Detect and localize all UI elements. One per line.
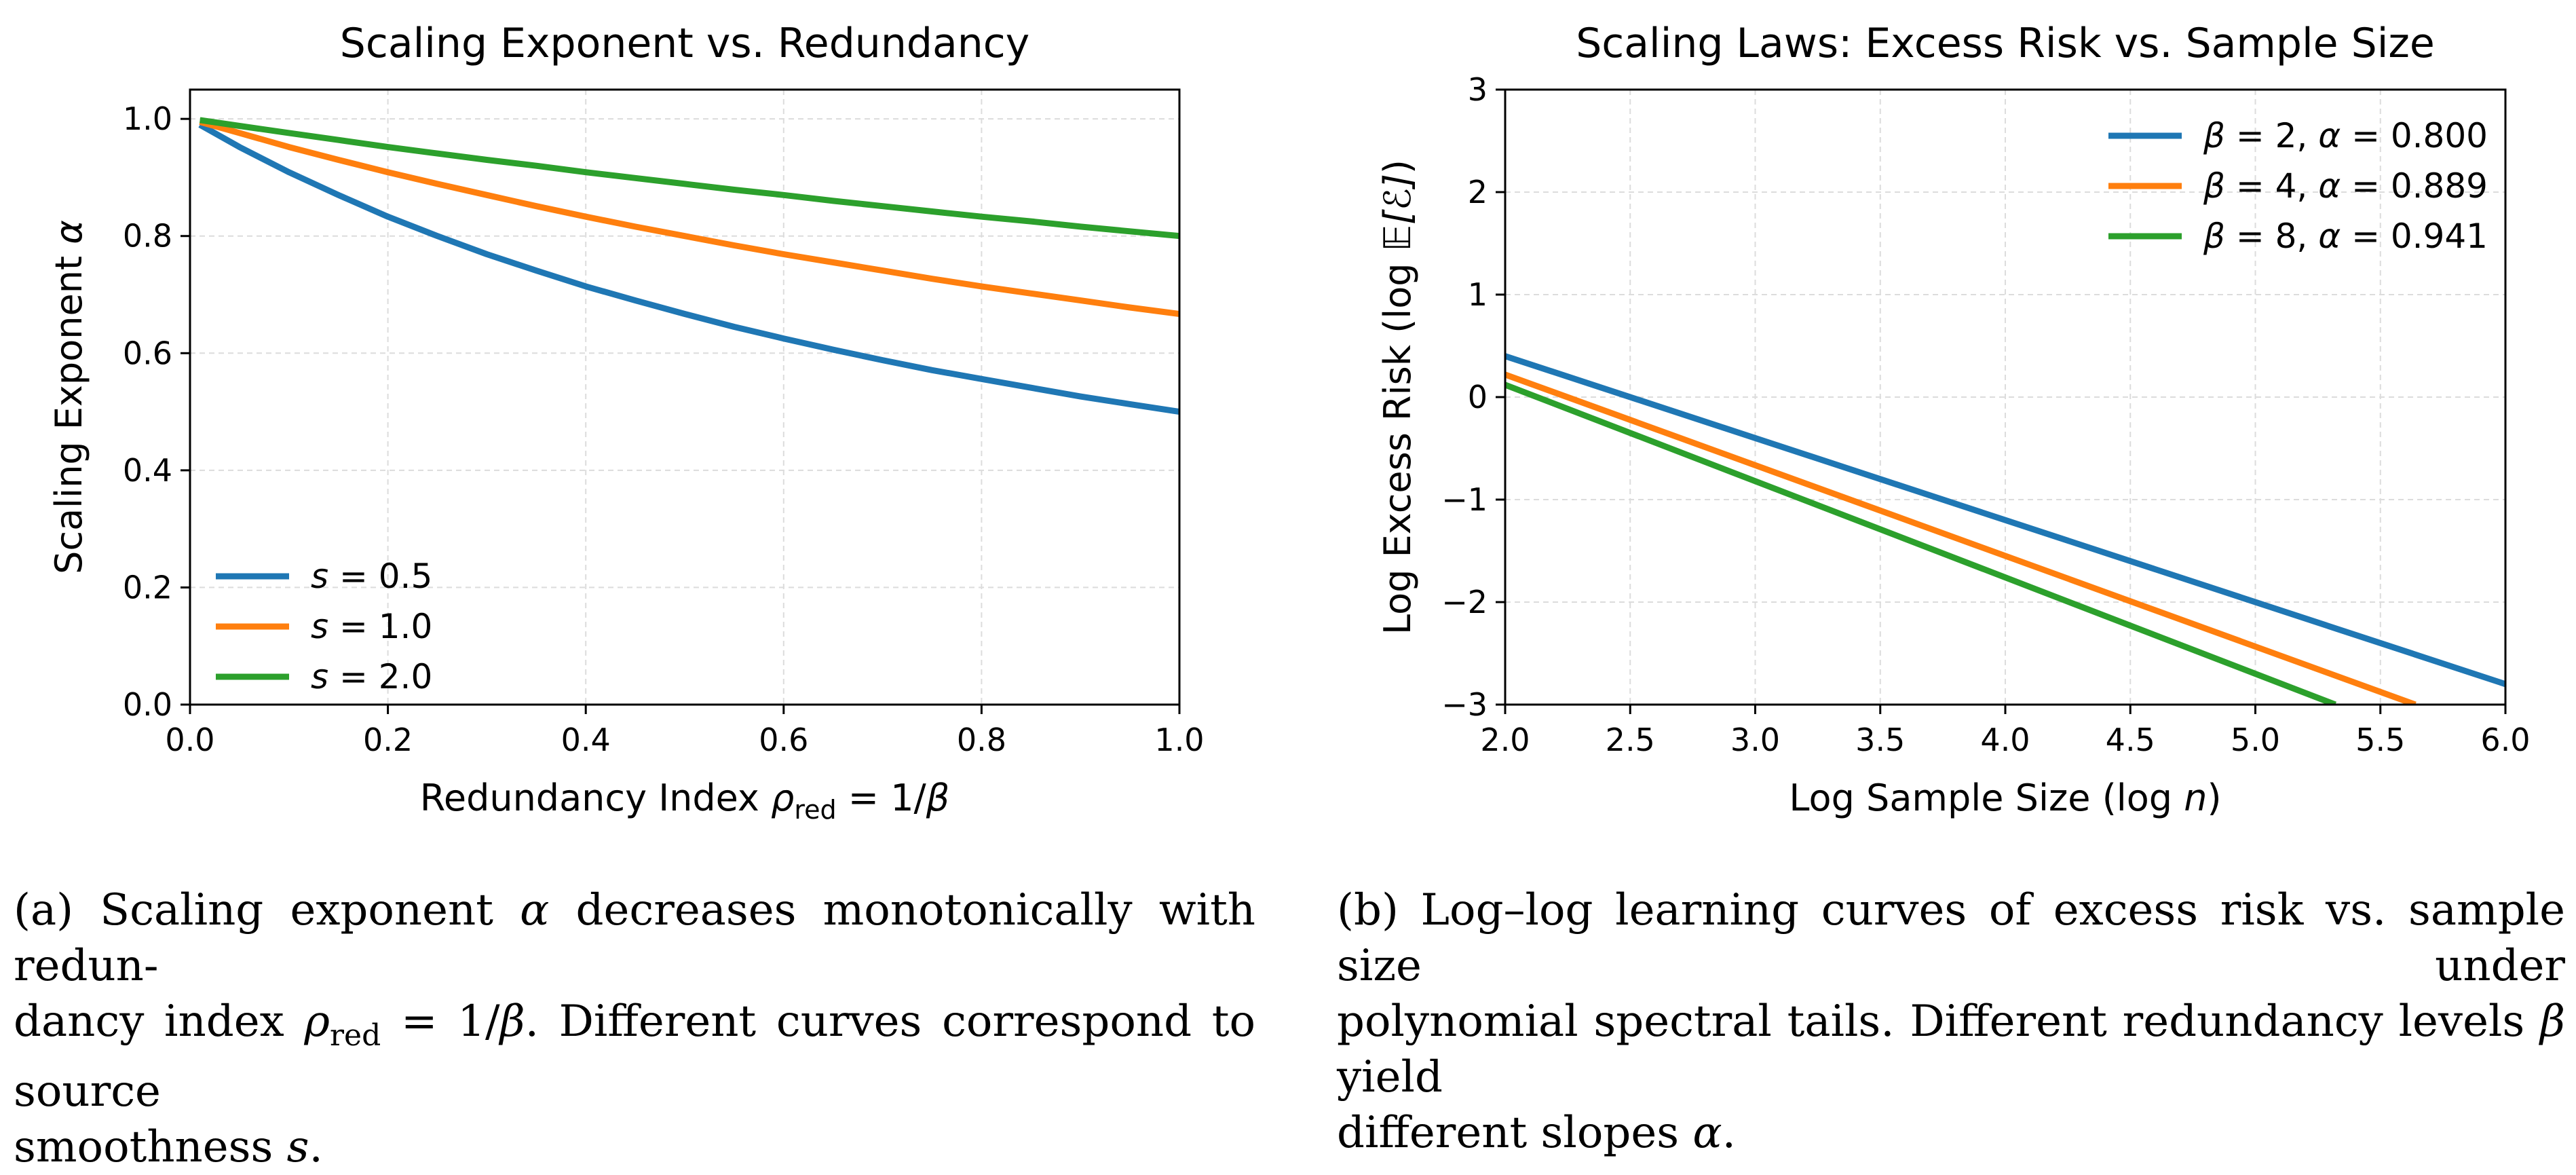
x-tick-label: 6.0	[2480, 722, 2530, 758]
x-axis-label: Redundancy Index ρred = 1/β	[420, 777, 949, 825]
chart-b: 2.0 2.5 3.0 3.5 4.0 4.5 5.0 5.5 6.0 −3 −2 −1 0 1 2 3 Sca…	[1376, 20, 2531, 819]
x-axis-label: Log Sample Size (log n)	[1789, 777, 2221, 819]
x-tick-label: 0.6	[759, 722, 808, 758]
legend-label-1: β = 2, α = 0.800	[2203, 116, 2488, 155]
y-tick-label: 3	[1468, 71, 1488, 108]
series-line-2	[1505, 371, 2417, 705]
series-line-3	[199, 117, 1179, 240]
series-line-2	[199, 119, 1179, 317]
legend-a: s = 0.5 s = 1.0 s = 2.0	[216, 557, 432, 696]
x-tick-label: 2.5	[1606, 722, 1655, 758]
x-tick-label: 0.2	[363, 722, 413, 758]
y-tick-label: 0.0	[123, 686, 172, 723]
legend-label-3: s = 2.0	[311, 657, 432, 696]
figure: 0.0 0.2 0.4 0.6 0.8 1.0 0.0 0.2 0.4 0.6 0.8 1.0 Scal…	[48, 20, 2531, 825]
y-tick-label: −1	[1441, 481, 1488, 518]
chart-title: Scaling Laws: Excess Risk vs. Sample Siz…	[1576, 20, 2435, 67]
x-tick-label: 4.5	[2106, 722, 2155, 758]
caption-a-line-1: (a) Scaling exponent α decreases monoton…	[14, 885, 1255, 991]
x-tick-label: 4.0	[1980, 722, 2030, 758]
x-tick-label: 0.8	[957, 722, 1006, 758]
series-line-3	[1505, 381, 2337, 705]
y-tick-label: −2	[1441, 584, 1488, 620]
caption-a-line-3: smoothness s.	[14, 1122, 323, 1172]
x-tick-label: 2.0	[1480, 722, 1530, 758]
series-group-b	[1505, 353, 2505, 705]
y-tick-label: 1	[1468, 276, 1488, 313]
caption-b: (b) Log–log learning curves of excess ri…	[1337, 882, 2565, 1161]
x-tick-label: 3.0	[1730, 722, 1780, 758]
caption-a-line-2: dancy index ρred = 1/β. Different curves…	[14, 996, 1255, 1117]
y-tick-label: −3	[1441, 686, 1488, 723]
axes-frame-a	[189, 88, 1181, 706]
legend-b: β = 2, α = 0.800 β = 4, α = 0.889 β = 8, α…	[2108, 116, 2488, 256]
series-line-1	[198, 122, 1179, 415]
caption-b-line-3: different slopes α.	[1337, 1108, 1736, 1158]
caption-b-line-1: (b) Log–log learning curves of excess ri…	[1337, 885, 2565, 991]
caption-b-line-2: polynomial spectral tails. Different red…	[1337, 996, 2565, 1102]
x-tick-label: 3.5	[1855, 722, 1905, 758]
x-tick-label: 5.5	[2355, 722, 2405, 758]
legend-label-3: β = 8, α = 0.941	[2203, 217, 2488, 256]
y-tick-label: 0.8	[123, 218, 172, 255]
chart-a: 0.0 0.2 0.4 0.6 0.8 1.0 0.0 0.2 0.4 0.6 0.8 1.0 Scal…	[48, 20, 1205, 825]
x-tick-label: 5.0	[2231, 722, 2280, 758]
y-tick-label: 2	[1468, 174, 1488, 210]
x-tick-label: 0.4	[561, 722, 611, 758]
legend-label-1: s = 0.5	[311, 557, 432, 596]
y-axis-label: Scaling Exponent α	[48, 220, 90, 574]
x-tick-label: 1.0	[1154, 722, 1204, 758]
legend-label-2: β = 4, α = 0.889	[2203, 166, 2488, 206]
y-tick-label: 0	[1468, 379, 1488, 415]
series-line-1	[1505, 353, 2505, 688]
y-tick-label: 0.4	[123, 452, 172, 489]
chart-title: Scaling Exponent vs. Redundancy	[340, 20, 1029, 67]
x-tick-label: 0.0	[165, 722, 214, 758]
y-tick-label: 0.6	[123, 335, 172, 371]
y-tick-label: 1.0	[123, 100, 172, 137]
series-group-a	[198, 117, 1179, 415]
legend-label-2: s = 1.0	[311, 607, 432, 646]
y-tick-label: 0.2	[123, 569, 172, 605]
caption-a: (a) Scaling exponent α decreases monoton…	[14, 882, 1255, 1175]
y-axis-label: Log Excess Risk (log 𝔼[ℰ])	[1376, 160, 1419, 635]
